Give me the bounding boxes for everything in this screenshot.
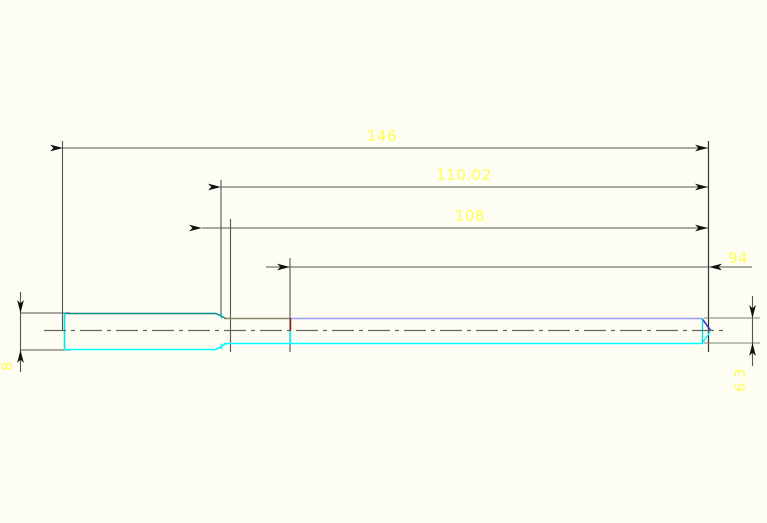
dimension-label-108: 108 <box>455 207 485 225</box>
dimension-6-3[interactable] <box>749 296 756 366</box>
dimension-8-arrow-top <box>17 300 24 313</box>
part-profile <box>63 312 712 351</box>
dimension-94-arrow-right <box>709 263 722 271</box>
part-right-chamfer-lower <box>701 331 711 344</box>
extension-lines <box>20 141 760 352</box>
dimension-6-3-arrow-bottom <box>749 343 756 356</box>
dimension-8-arrow-bottom <box>17 350 24 363</box>
dimension-label-146: 146 <box>367 127 397 145</box>
dimension-label-8: 8 <box>0 361 16 370</box>
part-right-chamfer-upper <box>701 318 712 332</box>
dimension-8[interactable] <box>17 292 24 372</box>
dimension-lines <box>17 144 756 372</box>
dimension-label-6-3: 6.3 <box>733 368 749 392</box>
dimension-label-94: 94 <box>728 249 748 267</box>
dimension-label-110-02: 110.02 <box>436 166 492 184</box>
dimension-labels: 146 110.02 108 94 8 6.3 <box>0 127 749 392</box>
dimension-94-arrow-left <box>277 263 290 271</box>
dimension-94[interactable] <box>266 263 752 271</box>
dimension-6-3-arrow-top <box>749 305 756 318</box>
